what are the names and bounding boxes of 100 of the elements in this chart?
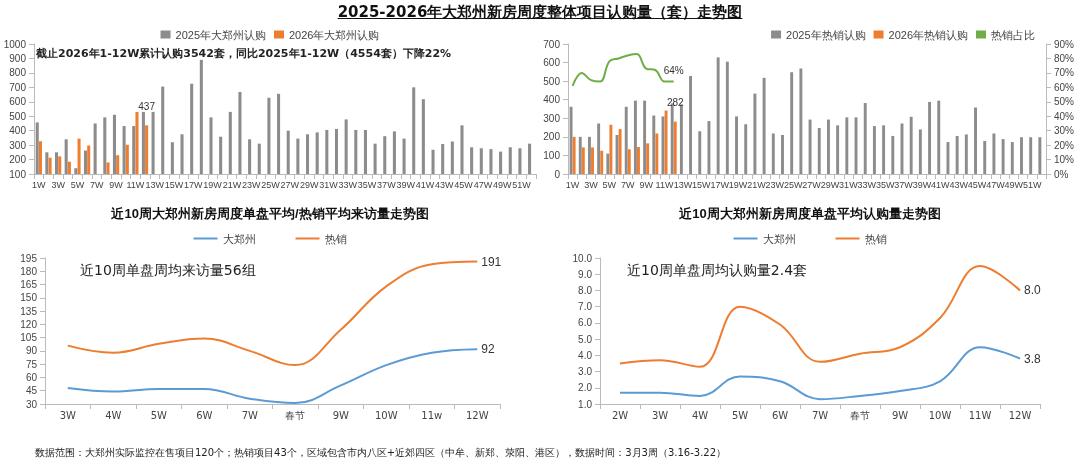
bar: [591, 147, 594, 174]
x-tick-label: 37W: [377, 179, 397, 190]
data-label: 3.8: [1024, 351, 1042, 366]
x-tick-label: 7W: [811, 409, 829, 421]
x-tick-label: 35W: [875, 179, 895, 190]
y-tick-label: 100: [9, 168, 27, 180]
x-tick-label: 10W: [374, 409, 398, 421]
bar: [891, 135, 895, 174]
x-tick-label: 6W: [196, 409, 213, 421]
x-tick-label: 39W: [396, 179, 416, 190]
bar: [572, 136, 576, 174]
y-tick-label: 600: [9, 96, 27, 108]
bar: [600, 150, 604, 174]
y-tick-label: 5.0: [578, 333, 593, 345]
data-label: 191: [481, 254, 502, 269]
x-tick-label: 11W: [968, 409, 992, 421]
y-tick-label: 60: [25, 371, 38, 383]
y-tick-label: 7.0: [578, 301, 593, 313]
bar: [569, 106, 573, 174]
x-tick-label: 1W: [565, 179, 580, 190]
y-tick-label: 1.0: [578, 398, 593, 410]
y-tick-label: 105: [20, 332, 38, 344]
bar: [781, 135, 784, 174]
x-tick-label: 25W: [783, 179, 803, 190]
bar: [609, 124, 613, 174]
bar: [863, 103, 867, 174]
bar: [735, 116, 738, 174]
y-tick-label: 45: [25, 385, 38, 397]
y-tick-label: 9.0: [578, 268, 593, 280]
x-tick-label: 10W: [928, 409, 952, 421]
y-tick-label: 900: [9, 52, 27, 64]
bar: [637, 147, 640, 174]
line-series: [66, 260, 479, 367]
y-tick-label: 500: [9, 110, 27, 122]
y-tick-label: 600: [543, 57, 561, 69]
bar: [799, 68, 803, 174]
y-tick-label: 2.0: [578, 382, 593, 394]
y-tick-label: 800: [9, 67, 27, 79]
x-tick-label: 31W: [319, 179, 339, 190]
x-tick-label: 51W: [512, 179, 532, 190]
x-tick-label: 5W: [731, 409, 749, 421]
x-tick-label: 9W: [891, 409, 909, 421]
x-tick-label: 17W: [184, 179, 204, 190]
y-tick-label: 165: [20, 279, 38, 291]
y-tick-label: 400: [543, 94, 561, 106]
x-tick-label: 37W: [894, 179, 914, 190]
bar: [983, 140, 987, 174]
y-tick-label: 3.0: [578, 366, 593, 378]
y-tick-label: 1000: [3, 38, 27, 50]
y-tick-label: 90: [25, 345, 38, 357]
data-label: 64%: [663, 65, 684, 77]
x-tick-label: 5W: [602, 179, 617, 190]
x-tick-label: 11w: [421, 409, 443, 421]
bar: [762, 77, 766, 174]
bar: [1029, 137, 1033, 174]
x-tick-label: 17W: [710, 179, 730, 190]
legend-label: 2026年热销认购: [888, 28, 969, 41]
x-tick-label: 9W: [639, 179, 654, 190]
bar: [664, 110, 668, 174]
bar: [918, 129, 922, 174]
x-tick-label: 25W: [261, 179, 281, 190]
y-tick-label: 200: [543, 131, 561, 143]
bar: [1020, 137, 1023, 174]
bar: [928, 101, 932, 174]
x-tick-label: 3W: [651, 409, 669, 421]
x-tick-label: 45W: [454, 179, 474, 190]
bar: [578, 136, 582, 174]
bar: [872, 126, 876, 174]
x-tick-label: 春节: [285, 409, 306, 421]
y-tick-label: 180: [20, 265, 38, 277]
bar: [581, 147, 585, 174]
x-tick-label: 47W: [986, 179, 1006, 190]
y-tick-label: 200: [9, 154, 27, 166]
x-tick-label: 51W: [1022, 179, 1042, 190]
line-series: [66, 348, 479, 405]
x-tick-label: 11W: [126, 179, 145, 190]
y2-tick-label: 90%: [1054, 38, 1075, 50]
y-tick-label: 100: [543, 149, 561, 161]
y-tick-label: 4.0: [578, 349, 593, 361]
text: 数据范围：大郑州实际监控在售项目120个；热销项目43个，区域包含市内八区+近郊四区（中牟、新郑、荥阳、港区），数据时间：3月3周（3.16-3.22）: [35, 446, 727, 460]
x-tick-label: 7W: [621, 179, 636, 190]
bar: [964, 134, 968, 174]
y2-tick-label: 0%: [1054, 168, 1069, 180]
bar: [753, 93, 757, 174]
legend-label: 热销占比: [991, 28, 1035, 41]
x-tick-label: 7W: [241, 409, 258, 421]
bar: [974, 107, 977, 174]
y-tick-label: 195: [20, 252, 38, 264]
y-tick-label: 120: [20, 318, 38, 330]
y2-tick-label: 60%: [1054, 81, 1075, 93]
y-tick-label: 8.0: [578, 284, 593, 296]
chart-title: 2025-2026年大郑州新房周度整体项目认购量（套）走势图: [336, 3, 744, 22]
bar: [627, 149, 631, 174]
data-label: 8.0: [1024, 283, 1042, 298]
bar: [1001, 139, 1005, 174]
bar: [633, 100, 637, 174]
x-tick-label: 27W: [802, 179, 822, 190]
bar: [909, 116, 913, 174]
y-tick-label: 135: [20, 305, 38, 317]
x-tick-label: 6W: [771, 409, 789, 421]
